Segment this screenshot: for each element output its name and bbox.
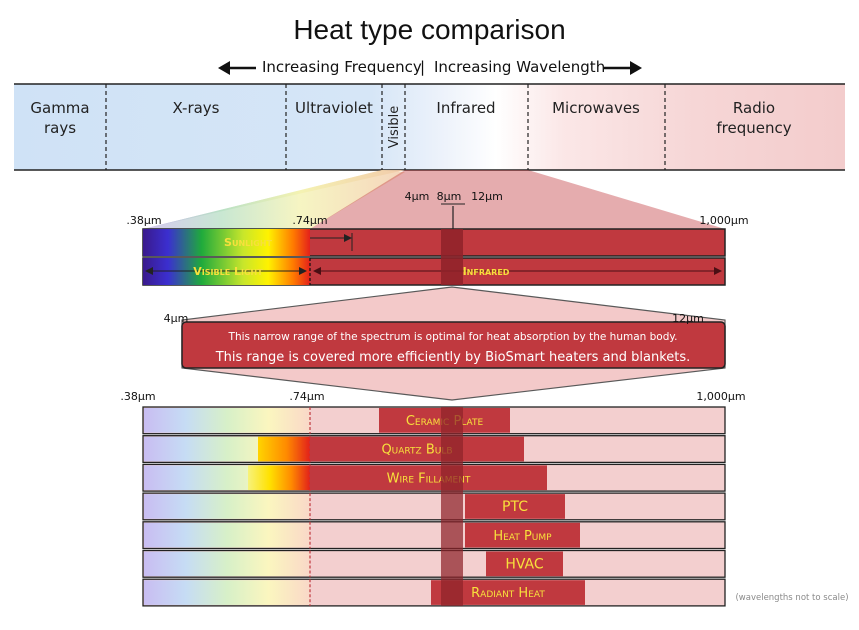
callout-left-tick: 4µm bbox=[164, 312, 189, 325]
band-label-infrared: Infrared bbox=[436, 99, 495, 117]
row-visible-segment bbox=[144, 408, 310, 433]
band-label-microwaves: Microwaves bbox=[552, 99, 640, 117]
row-visible-segment bbox=[144, 551, 310, 577]
right-arrow-icon bbox=[604, 61, 642, 75]
direction-separator: | bbox=[420, 58, 426, 76]
callout-box bbox=[181, 321, 726, 369]
heat-source-label: Heat Pump bbox=[493, 529, 552, 544]
band-label-xrays: X-rays bbox=[173, 99, 220, 117]
band-label-uv: Ultraviolet bbox=[295, 99, 373, 117]
heat-source-row: HVAC bbox=[142, 549, 726, 578]
row-visible-emission bbox=[248, 465, 310, 491]
tick-12um: 12µm bbox=[471, 190, 503, 203]
row-emission-bar bbox=[465, 522, 580, 548]
heat-source-label: Quartz Bulb bbox=[381, 443, 452, 458]
visible-infrared-bar: Visible Light Infrared bbox=[142, 257, 726, 286]
band-label-visible: Visible bbox=[387, 106, 402, 148]
row-visible-emission bbox=[258, 436, 310, 462]
heat-source-row: Radiant Heat bbox=[142, 578, 726, 607]
band-label-radio: Radio bbox=[733, 99, 775, 117]
heat-source-row: Ceramic Plate bbox=[142, 406, 726, 435]
sunlight-bar: Sunlight bbox=[142, 228, 726, 257]
heat-source-row: Quartz Bulb bbox=[142, 435, 726, 464]
visible-light-label: Visible Light bbox=[193, 265, 263, 278]
heat-source-row: Wire Fillament bbox=[142, 463, 726, 492]
lower-scale-min: .38µm bbox=[120, 390, 155, 403]
tick-8um: 8µm bbox=[437, 190, 462, 203]
tick-4um: 4µm bbox=[405, 190, 430, 203]
upper-scale-min: .38µm bbox=[126, 214, 161, 227]
upper-scale-mid: .74µm bbox=[292, 214, 327, 227]
page-title: Heat type comparison bbox=[293, 14, 566, 45]
left-arrow-icon bbox=[218, 61, 256, 75]
band-label-radio: frequency bbox=[716, 119, 791, 137]
heat-source-label: PTC bbox=[502, 499, 528, 515]
heat-source-row: PTC bbox=[142, 492, 726, 521]
heat-source-label: Radiant Heat bbox=[471, 586, 545, 601]
wavelength-label: Increasing Wavelength bbox=[434, 58, 606, 76]
callout-right-tick: 12µm bbox=[672, 312, 704, 325]
row-visible-segment bbox=[144, 522, 310, 548]
band-label-gamma: Gamma bbox=[30, 99, 89, 117]
band-label-gamma: rays bbox=[44, 119, 76, 137]
row-emission-bar bbox=[465, 494, 565, 519]
arrow-right-icon bbox=[714, 267, 722, 275]
band-labels: Gamma rays X-rays Ultraviolet Visible Infrare… bbox=[30, 99, 791, 148]
heat-source-row: Heat Pump bbox=[142, 521, 726, 550]
upper-scale-max: 1,000µm bbox=[699, 214, 748, 227]
arrow-left-icon bbox=[313, 267, 321, 275]
zoom-ticks bbox=[441, 203, 465, 229]
lower-scale-max: 1,000µm bbox=[696, 390, 745, 403]
infrared-label: Infrared bbox=[463, 265, 510, 278]
lower-scale-mid: .74µm bbox=[289, 390, 324, 403]
heat-source-label: HVAC bbox=[505, 557, 544, 573]
spectrum-strip: Gamma rays X-rays Ultraviolet Visible Infrare… bbox=[14, 83, 845, 171]
callout-line-2: This range is covered more efficiently b… bbox=[215, 350, 691, 365]
row-emission-bar bbox=[486, 551, 563, 577]
arrow-left-icon bbox=[145, 267, 153, 275]
row-visible-segment bbox=[144, 580, 310, 605]
callout-line-1: This narrow range of the spectrum is opt… bbox=[228, 331, 678, 343]
sunlight-label: Sunlight bbox=[224, 236, 272, 249]
row-visible-segment bbox=[144, 494, 310, 519]
arrow-right-icon bbox=[299, 267, 307, 275]
footnote: (wavelengths not to scale) bbox=[735, 593, 848, 603]
row-emission-bar bbox=[310, 465, 547, 491]
row-emission-bar bbox=[310, 436, 524, 462]
arrows bbox=[218, 61, 642, 75]
visible-fan-inner bbox=[143, 170, 405, 229]
infrared-fan bbox=[310, 170, 725, 229]
band-dividers bbox=[105, 84, 666, 170]
optimal-band-upper bbox=[441, 229, 463, 285]
direction-legend: Increasing Frequency | Increasing Wavele… bbox=[210, 56, 650, 80]
optimal-band-lower bbox=[441, 407, 463, 606]
heat-source-table: Ceramic Plate Quartz Bulb Wire Fillament PT… bbox=[142, 406, 726, 607]
frequency-label: Increasing Frequency bbox=[262, 58, 422, 76]
